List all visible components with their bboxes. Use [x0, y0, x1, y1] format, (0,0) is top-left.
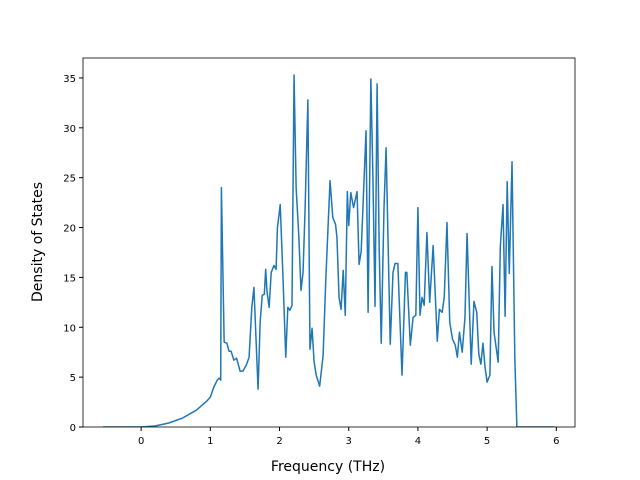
x-tick-label: 1 — [207, 436, 213, 447]
y-tick-label: 5 — [70, 373, 76, 384]
y-tick-label: 25 — [63, 174, 76, 185]
x-tick-label: 5 — [484, 436, 490, 447]
x-axis-label: Frequency (THz) — [271, 459, 385, 475]
plot-frame — [82, 57, 576, 428]
y-tick-label: 20 — [63, 224, 76, 235]
x-tick-label: 0 — [138, 436, 144, 447]
x-tick-label: 2 — [276, 436, 282, 447]
y-tick-label: 0 — [70, 423, 76, 434]
x-tick-label: 3 — [346, 436, 352, 447]
x-tick-label: 4 — [415, 436, 421, 447]
data-line — [103, 74, 555, 427]
y-tick-label: 10 — [63, 323, 76, 334]
y-axis-label: Density of States — [30, 182, 46, 302]
x-tick-label: 6 — [553, 436, 559, 447]
y-tick-label: 35 — [63, 74, 76, 85]
y-tick-label: 15 — [63, 273, 76, 284]
y-tick-label: 30 — [63, 124, 76, 135]
